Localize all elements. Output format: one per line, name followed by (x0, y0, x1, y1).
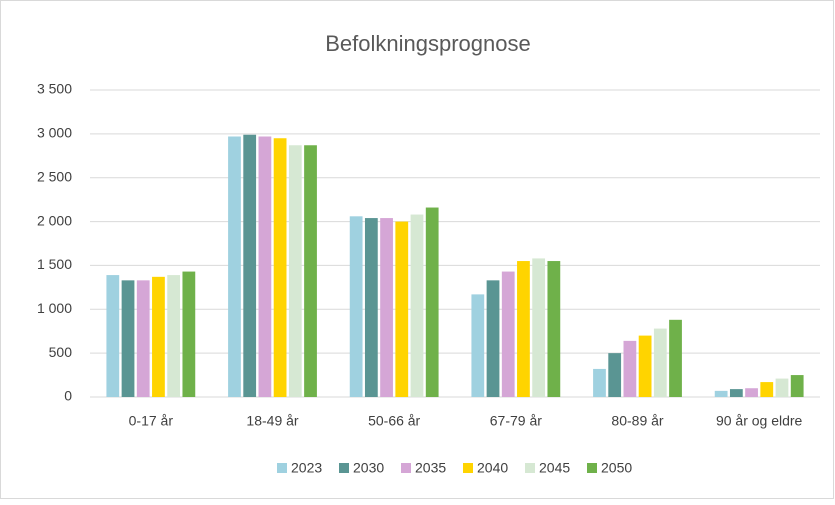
legend-label: 2023 (291, 460, 322, 476)
bar (745, 388, 758, 397)
bar (501, 271, 515, 397)
y-tick-label: 1 500 (37, 256, 72, 272)
bar (273, 138, 287, 397)
bar (532, 258, 546, 397)
bar (517, 261, 530, 397)
legend-swatch (339, 463, 349, 473)
bar (547, 261, 561, 397)
legend-label: 2030 (353, 460, 384, 476)
bar (775, 378, 789, 397)
bar (486, 280, 500, 397)
bar (669, 319, 682, 397)
legend-label: 2050 (601, 460, 632, 476)
legend-label: 2040 (477, 460, 508, 476)
bar (364, 218, 378, 397)
bar (106, 275, 120, 397)
chart-title: Befolkningsprognose (325, 31, 530, 56)
y-tick-label: 1 000 (37, 300, 72, 316)
legend-label: 2045 (539, 460, 570, 476)
legend-swatch (277, 463, 287, 473)
y-tick-label: 500 (49, 344, 73, 360)
bar (760, 382, 774, 397)
bar (349, 216, 363, 397)
bar (593, 368, 606, 397)
bar (608, 353, 622, 397)
bar (288, 145, 302, 397)
x-tick-label: 50-66 år (368, 413, 420, 429)
y-tick-label: 3 500 (37, 81, 72, 97)
bar (729, 389, 743, 397)
x-tick-label: 18-49 år (246, 413, 298, 429)
bar (182, 271, 196, 397)
bar (152, 276, 165, 397)
legend-swatch (401, 463, 411, 473)
bar (410, 214, 424, 397)
bar (380, 218, 393, 397)
bar (228, 136, 241, 397)
legend-swatch (463, 463, 473, 473)
bar (136, 280, 150, 397)
bar (258, 136, 272, 397)
x-tick-label: 67-79 år (490, 413, 542, 429)
bar (121, 280, 135, 397)
y-tick-label: 2 500 (37, 168, 72, 184)
bar (653, 328, 667, 397)
y-tick-label: 3 000 (37, 125, 72, 141)
bar (790, 375, 804, 397)
bar (243, 134, 257, 397)
legend-label: 2035 (415, 460, 446, 476)
bar (714, 390, 728, 397)
bar (304, 145, 317, 397)
y-tick-label: 2 000 (37, 212, 72, 228)
bar (167, 275, 181, 397)
bar (395, 221, 409, 397)
x-tick-label: 90 år og eldre (716, 413, 803, 429)
bar (638, 335, 652, 397)
legend-swatch (525, 463, 535, 473)
bar (471, 294, 485, 397)
x-tick-label: 0-17 år (129, 413, 174, 429)
y-tick-label: 0 (64, 388, 72, 404)
x-tick-label: 80-89 år (611, 413, 663, 429)
bar (425, 207, 439, 397)
legend-swatch (587, 463, 597, 473)
bar (623, 340, 637, 397)
